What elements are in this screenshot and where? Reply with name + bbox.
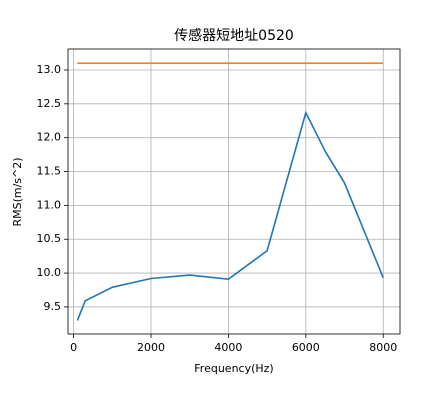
x-tick-label: 8000 xyxy=(369,341,397,354)
series-line xyxy=(76,110,384,321)
x-tick-label: 2000 xyxy=(137,341,165,354)
y-tick-label: 13.0 xyxy=(37,63,62,76)
x-tick-label: 4000 xyxy=(214,341,242,354)
y-tick-label: 12.0 xyxy=(37,131,62,144)
x-tick-label: 6000 xyxy=(292,341,320,354)
y-axis-label: RMS(m/s^2) xyxy=(11,157,24,226)
x-axis-label: Frequency(Hz) xyxy=(194,362,273,375)
y-tick-label: 10.0 xyxy=(37,266,62,279)
plot-frame xyxy=(67,48,401,335)
y-tick-label: 12.5 xyxy=(37,97,62,110)
y-tick-label: 10.5 xyxy=(37,232,62,245)
y-tick-label: 11.5 xyxy=(37,165,62,178)
chart-title: 传感器短地址0520 xyxy=(174,27,294,44)
x-tick-label: 0 xyxy=(70,341,77,354)
y-tick-label: 9.5 xyxy=(44,300,62,313)
y-tick-label: 11.0 xyxy=(37,198,62,211)
